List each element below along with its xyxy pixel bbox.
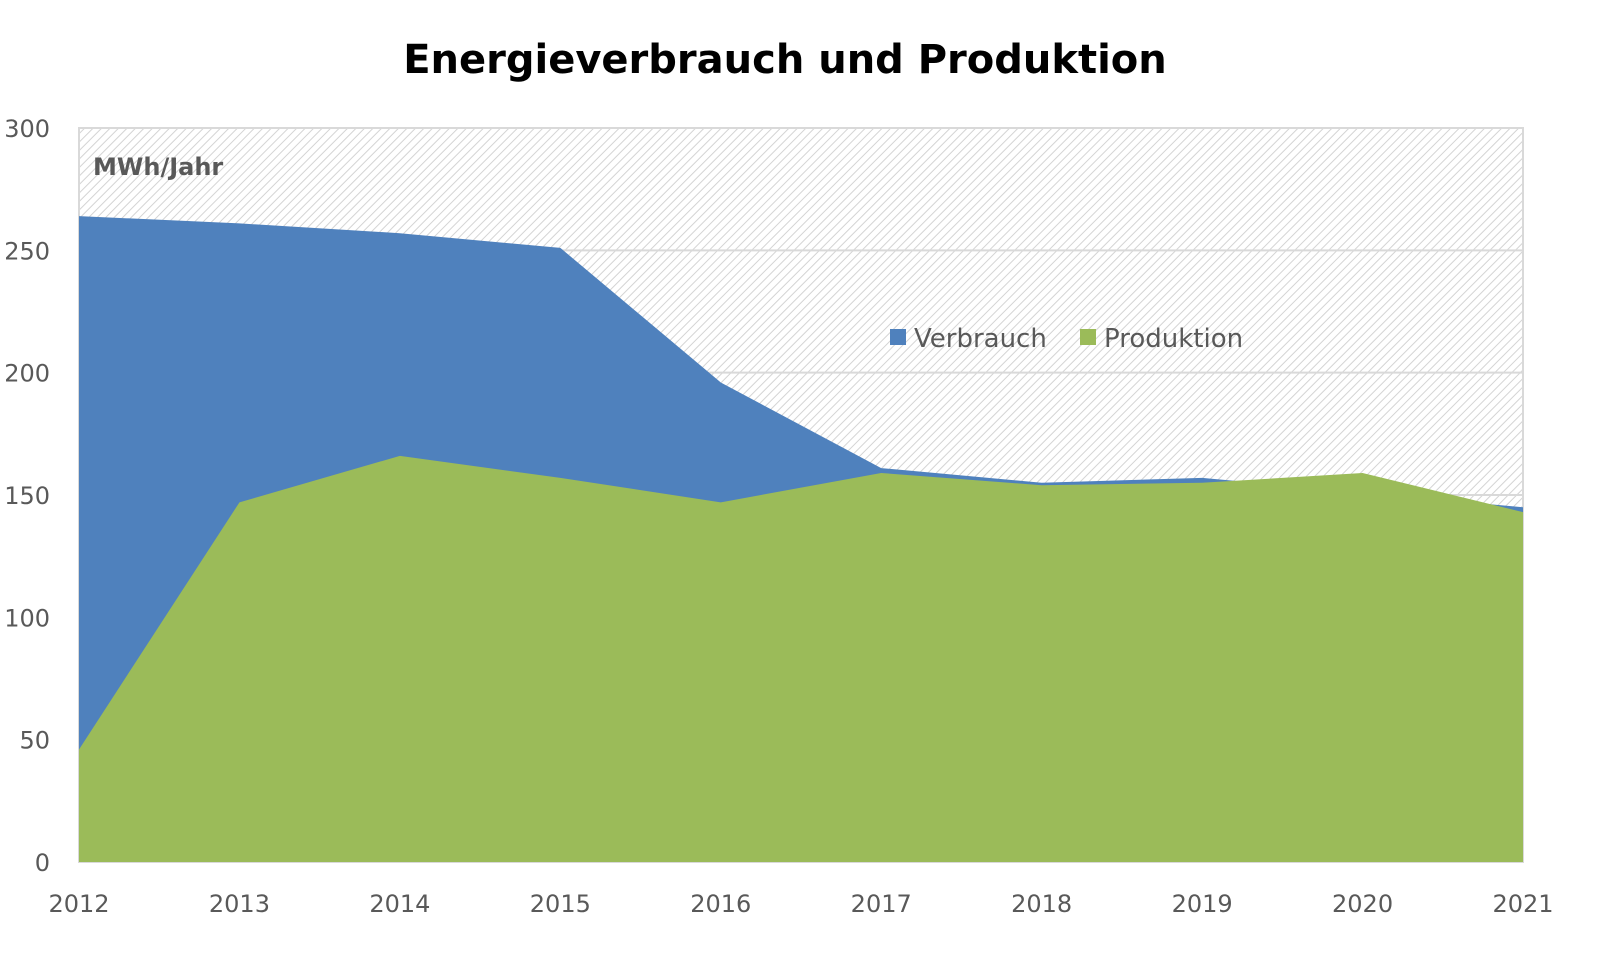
y-tick-label: 300 [4, 115, 50, 143]
x-tick-label: 2016 [690, 890, 751, 918]
x-tick-label: 2020 [1332, 890, 1393, 918]
y-tick-label: 200 [4, 360, 50, 388]
x-tick-label: 2019 [1172, 890, 1233, 918]
x-tick-label: 2013 [209, 890, 270, 918]
x-tick-label: 2018 [1011, 890, 1072, 918]
y-tick-label: 150 [4, 482, 50, 510]
y-tick-label: 50 [19, 727, 50, 755]
legend-swatch-produktion [1080, 329, 1096, 345]
legend-label-produktion: Produktion [1104, 324, 1243, 354]
legend-label-verbrauch: Verbrauch [914, 324, 1047, 354]
legend: Verbrauch Produktion [890, 324, 1243, 354]
x-tick-label: 2015 [530, 890, 591, 918]
x-tick-label: 2017 [851, 890, 912, 918]
y-axis-unit-label: MWh/Jahr [93, 153, 223, 181]
x-tick-label: 2021 [1492, 890, 1553, 918]
y-tick-label: 100 [4, 604, 50, 632]
y-tick-label: 0 [35, 849, 50, 877]
y-tick-label: 250 [4, 237, 50, 265]
x-tick-label: 2012 [48, 890, 109, 918]
chart-title: Energieverbrauch und Produktion [403, 37, 1167, 83]
area-produktion [79, 455, 1523, 862]
x-tick-label: 2014 [369, 890, 430, 918]
legend-swatch-verbrauch [890, 329, 906, 345]
